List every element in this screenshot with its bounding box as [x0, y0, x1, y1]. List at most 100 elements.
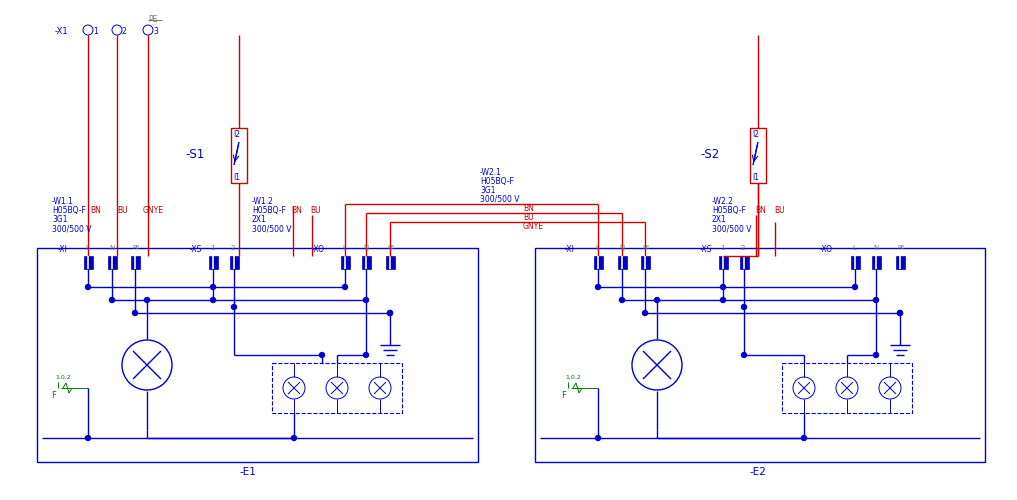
- Circle shape: [874, 352, 879, 358]
- Text: F: F: [51, 391, 56, 400]
- Text: 2X1: 2X1: [712, 215, 727, 224]
- Text: 3: 3: [153, 27, 158, 36]
- Circle shape: [319, 352, 324, 358]
- Circle shape: [720, 298, 725, 302]
- Text: 2: 2: [122, 27, 127, 36]
- Text: -E2: -E2: [750, 467, 767, 477]
- Text: I1: I1: [233, 173, 240, 182]
- Bar: [641, 256, 650, 269]
- Text: BN: BN: [89, 206, 101, 215]
- Circle shape: [211, 298, 216, 302]
- Text: 1: 1: [210, 245, 215, 251]
- Circle shape: [387, 310, 393, 316]
- Circle shape: [741, 352, 746, 358]
- Circle shape: [144, 298, 149, 302]
- Text: H05BQ-F: H05BQ-F: [52, 206, 85, 215]
- Bar: [230, 256, 239, 269]
- Circle shape: [720, 284, 725, 290]
- Text: 2: 2: [741, 245, 745, 251]
- Bar: [108, 256, 117, 269]
- Text: BN: BN: [291, 206, 302, 215]
- Text: -XS: -XS: [700, 245, 712, 254]
- Text: 1: 1: [93, 27, 98, 36]
- Text: -XS: -XS: [190, 245, 202, 254]
- Circle shape: [85, 284, 91, 290]
- Text: BU: BU: [774, 206, 785, 215]
- Circle shape: [655, 298, 659, 302]
- Text: -W2.1: -W2.1: [480, 168, 501, 177]
- Text: I1: I1: [752, 173, 759, 182]
- Bar: [131, 256, 140, 269]
- Circle shape: [852, 284, 857, 290]
- Text: -XO: -XO: [820, 245, 833, 254]
- Text: 3G1: 3G1: [480, 186, 495, 195]
- Text: H05BQ-F: H05BQ-F: [480, 177, 514, 186]
- Circle shape: [596, 284, 600, 290]
- Text: 300/500 V: 300/500 V: [252, 224, 292, 233]
- Text: 300/500 V: 300/500 V: [480, 195, 520, 204]
- Circle shape: [110, 298, 115, 302]
- Text: -W1.2: -W1.2: [252, 197, 274, 206]
- Text: BN: BN: [755, 206, 766, 215]
- Bar: [386, 256, 395, 269]
- Text: L: L: [595, 245, 599, 251]
- Text: 1.0.2: 1.0.2: [565, 375, 581, 380]
- Bar: [872, 256, 881, 269]
- Text: N: N: [363, 245, 368, 251]
- Circle shape: [292, 436, 297, 440]
- Circle shape: [874, 298, 879, 302]
- Text: N: N: [619, 245, 624, 251]
- Bar: [719, 256, 728, 269]
- Bar: [37, 248, 478, 462]
- Text: PE: PE: [148, 15, 158, 24]
- Text: -XI: -XI: [565, 245, 575, 254]
- Text: -E1: -E1: [240, 467, 256, 477]
- Text: PE: PE: [387, 245, 395, 250]
- Circle shape: [741, 304, 746, 310]
- Circle shape: [363, 298, 368, 302]
- Bar: [618, 256, 627, 269]
- Bar: [750, 128, 766, 183]
- Circle shape: [801, 436, 806, 440]
- Text: 2: 2: [231, 245, 235, 251]
- Text: -W2.2: -W2.2: [712, 197, 734, 206]
- Text: BU: BU: [523, 213, 534, 222]
- Text: BN: BN: [523, 204, 534, 213]
- Text: H05BQ-F: H05BQ-F: [252, 206, 286, 215]
- Bar: [341, 256, 350, 269]
- Bar: [272, 363, 402, 413]
- Text: 1: 1: [720, 245, 724, 251]
- Text: PE: PE: [897, 245, 904, 250]
- Circle shape: [643, 310, 648, 316]
- Bar: [210, 256, 218, 269]
- Text: L: L: [852, 245, 856, 251]
- Text: 300/500 V: 300/500 V: [52, 224, 92, 233]
- Text: 3G1: 3G1: [52, 215, 67, 224]
- Bar: [740, 256, 749, 269]
- Text: N: N: [873, 245, 879, 251]
- Text: -S1: -S1: [185, 148, 204, 161]
- Circle shape: [232, 304, 237, 310]
- Circle shape: [211, 284, 216, 290]
- Text: -X1: -X1: [55, 27, 68, 36]
- Circle shape: [897, 310, 902, 316]
- Bar: [535, 248, 985, 462]
- Text: 1.0.2: 1.0.2: [55, 375, 71, 380]
- Text: F: F: [561, 391, 565, 400]
- Text: 300/500 V: 300/500 V: [712, 224, 752, 233]
- Text: BU: BU: [117, 206, 127, 215]
- Text: N: N: [109, 245, 114, 251]
- Circle shape: [363, 352, 368, 358]
- Text: GNYE: GNYE: [523, 222, 544, 231]
- Text: L: L: [85, 245, 88, 251]
- Circle shape: [85, 436, 91, 440]
- Circle shape: [132, 310, 137, 316]
- Text: PE: PE: [132, 245, 139, 250]
- Text: -XO: -XO: [312, 245, 325, 254]
- Text: -S2: -S2: [700, 148, 719, 161]
- Text: -W1.1: -W1.1: [52, 197, 74, 206]
- Circle shape: [596, 436, 600, 440]
- Bar: [851, 256, 860, 269]
- Text: BU: BU: [310, 206, 320, 215]
- Circle shape: [387, 310, 393, 316]
